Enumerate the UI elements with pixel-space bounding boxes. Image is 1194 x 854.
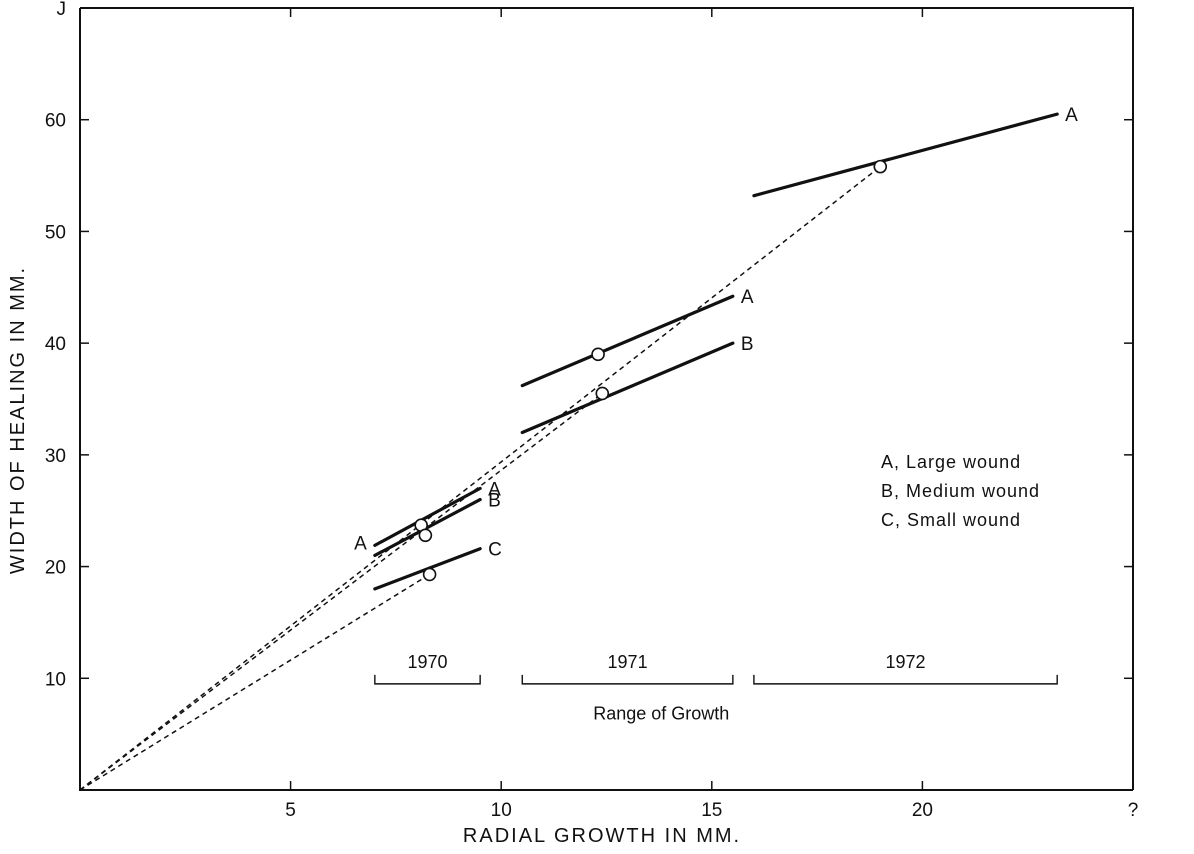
- regression-line-b: [520, 341, 735, 435]
- mean-point: [422, 567, 437, 582]
- regression-line-a: [520, 294, 735, 388]
- x-axis-title: RADIAL GROWTH IN MM.: [463, 825, 741, 847]
- regression-line-a: [752, 112, 1059, 198]
- year-range-bracket: [521, 674, 734, 685]
- y-tick-label: 10: [45, 669, 66, 690]
- legend-entry-large: A, Large wound: [881, 452, 1021, 472]
- growth-ranges: 1970 1971 1972: [374, 652, 1058, 685]
- mean-point: [595, 386, 610, 401]
- y-tick-label: 50: [45, 222, 66, 243]
- mean-point: [873, 159, 888, 174]
- legend-entry-medium: B, Medium wound: [881, 481, 1040, 501]
- legend: A, Large wound B, Medium wound C, Small …: [881, 452, 1040, 530]
- year-range-label: 1972: [886, 652, 926, 672]
- series-label-b: B: [741, 334, 754, 355]
- series-label-a: A: [488, 479, 501, 500]
- axis-frame-top-right: [80, 7, 1134, 790]
- dashed-trend-lines: [79, 166, 881, 791]
- y-tick-label: 30: [45, 446, 66, 467]
- legend-entry-small: C, Small wound: [881, 510, 1021, 530]
- mean-points: [414, 159, 888, 582]
- y-tick-label: J: [57, 0, 67, 20]
- series-label-b: B: [488, 491, 501, 512]
- range-caption: Range of Growth: [593, 704, 729, 724]
- series-label-c: C: [488, 540, 502, 561]
- x-tick-label: 10: [491, 800, 512, 821]
- series-label-a: A: [1065, 105, 1078, 126]
- axis-frame-left-bottom: [79, 8, 1133, 791]
- y-tick-label: 20: [45, 558, 66, 579]
- year-range-label: 1971: [608, 652, 648, 672]
- x-tick-label: 15: [701, 800, 722, 821]
- year-range-bracket: [374, 674, 481, 685]
- y-tick-label: 40: [45, 334, 66, 355]
- dashed-trend-line: [79, 573, 430, 791]
- y-axis-title: WIDTH OF HEALING IN MM.: [7, 266, 29, 574]
- x-tick-label: ?: [1128, 800, 1139, 821]
- x-tick-label: 20: [912, 800, 933, 821]
- series-label-a: A: [741, 287, 754, 308]
- dashed-trend-line: [79, 392, 603, 791]
- dashed-trend-line: [79, 166, 881, 791]
- y-tick-label: 60: [45, 111, 66, 132]
- x-tick-label: 5: [285, 800, 296, 821]
- axes: 5 10 15 20 ? 10 20 30 40 50 60 J: [45, 0, 1138, 821]
- mean-point: [591, 347, 605, 362]
- regression-line-a: [373, 486, 482, 547]
- year-range-bracket: [753, 674, 1058, 685]
- series-label-a-start: A: [354, 533, 367, 554]
- year-range-label: 1970: [407, 652, 447, 672]
- mean-point: [418, 528, 433, 543]
